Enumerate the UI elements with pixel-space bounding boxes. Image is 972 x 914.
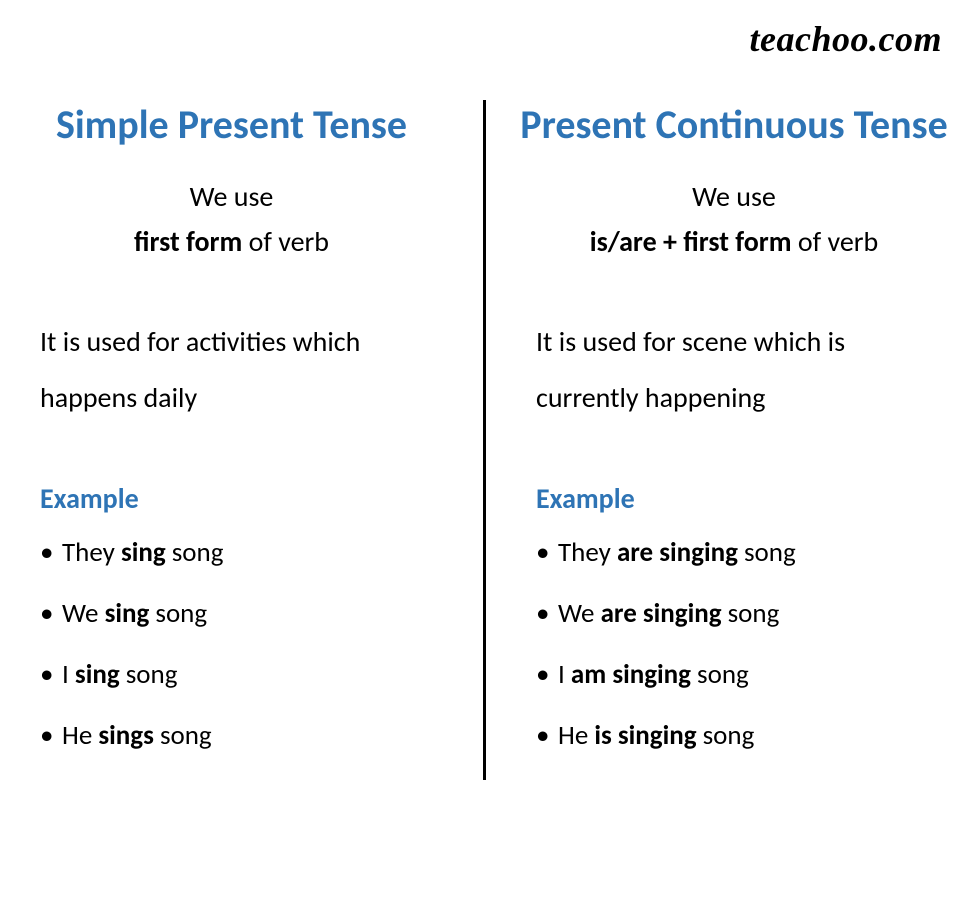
- ex-pre: He: [62, 719, 98, 752]
- ex-pre: I: [558, 658, 571, 691]
- ex-post: song: [691, 658, 749, 691]
- ex-bold: am singing: [571, 658, 691, 691]
- ex-bold: sing: [121, 536, 166, 569]
- right-weuse: We use: [516, 179, 952, 214]
- ex-bold: sings: [98, 719, 153, 752]
- list-item: They are singing song: [536, 536, 952, 569]
- right-form-line: is/are + first form of verb: [516, 224, 952, 259]
- ex-bold: is singing: [594, 719, 696, 752]
- right-column: Present Continuous Tense We use is/are +…: [486, 100, 972, 780]
- ex-pre: We: [558, 597, 601, 630]
- list-item: He is singing song: [536, 719, 952, 752]
- brand-logo: teachoo.com: [750, 18, 942, 60]
- ex-bold: sing: [75, 658, 120, 691]
- list-item: We sing song: [40, 597, 443, 630]
- right-form-bold: is/are + first form: [590, 224, 792, 259]
- right-example-label: Example: [516, 481, 952, 516]
- left-title: Simple Present Tense: [20, 100, 443, 149]
- ex-post: song: [697, 719, 755, 752]
- list-item: I sing song: [40, 658, 443, 691]
- left-form-rest: of verb: [242, 224, 329, 259]
- left-form-line: first form of verb: [20, 224, 443, 259]
- list-item: I am singing song: [536, 658, 952, 691]
- ex-post: song: [149, 597, 207, 630]
- right-example-list: They are singing song We are singing son…: [516, 536, 952, 752]
- right-form-rest: of verb: [792, 224, 879, 259]
- ex-post: song: [166, 536, 224, 569]
- ex-pre: I: [62, 658, 75, 691]
- ex-post: song: [120, 658, 178, 691]
- ex-bold: are singing: [601, 597, 722, 630]
- left-example-list: They sing song We sing song I sing song …: [20, 536, 443, 752]
- ex-pre: He: [558, 719, 594, 752]
- ex-pre: They: [558, 536, 617, 569]
- ex-post: song: [722, 597, 780, 630]
- right-title: Present Continuous Tense: [516, 100, 952, 149]
- left-form-bold: first form: [134, 224, 242, 259]
- left-example-label: Example: [20, 481, 443, 516]
- left-column: Simple Present Tense We use first form o…: [0, 100, 486, 780]
- right-usage: It is used for scene which is currently …: [516, 314, 952, 426]
- left-usage: It is used for activities which happens …: [20, 314, 443, 426]
- ex-pre: We: [62, 597, 105, 630]
- ex-post: song: [154, 719, 212, 752]
- ex-pre: They: [62, 536, 121, 569]
- ex-bold: are singing: [617, 536, 738, 569]
- ex-post: song: [738, 536, 796, 569]
- left-weuse: We use: [20, 179, 443, 214]
- comparison-container: Simple Present Tense We use first form o…: [0, 100, 972, 780]
- ex-bold: sing: [105, 597, 150, 630]
- list-item: They sing song: [40, 536, 443, 569]
- list-item: He sings song: [40, 719, 443, 752]
- list-item: We are singing song: [536, 597, 952, 630]
